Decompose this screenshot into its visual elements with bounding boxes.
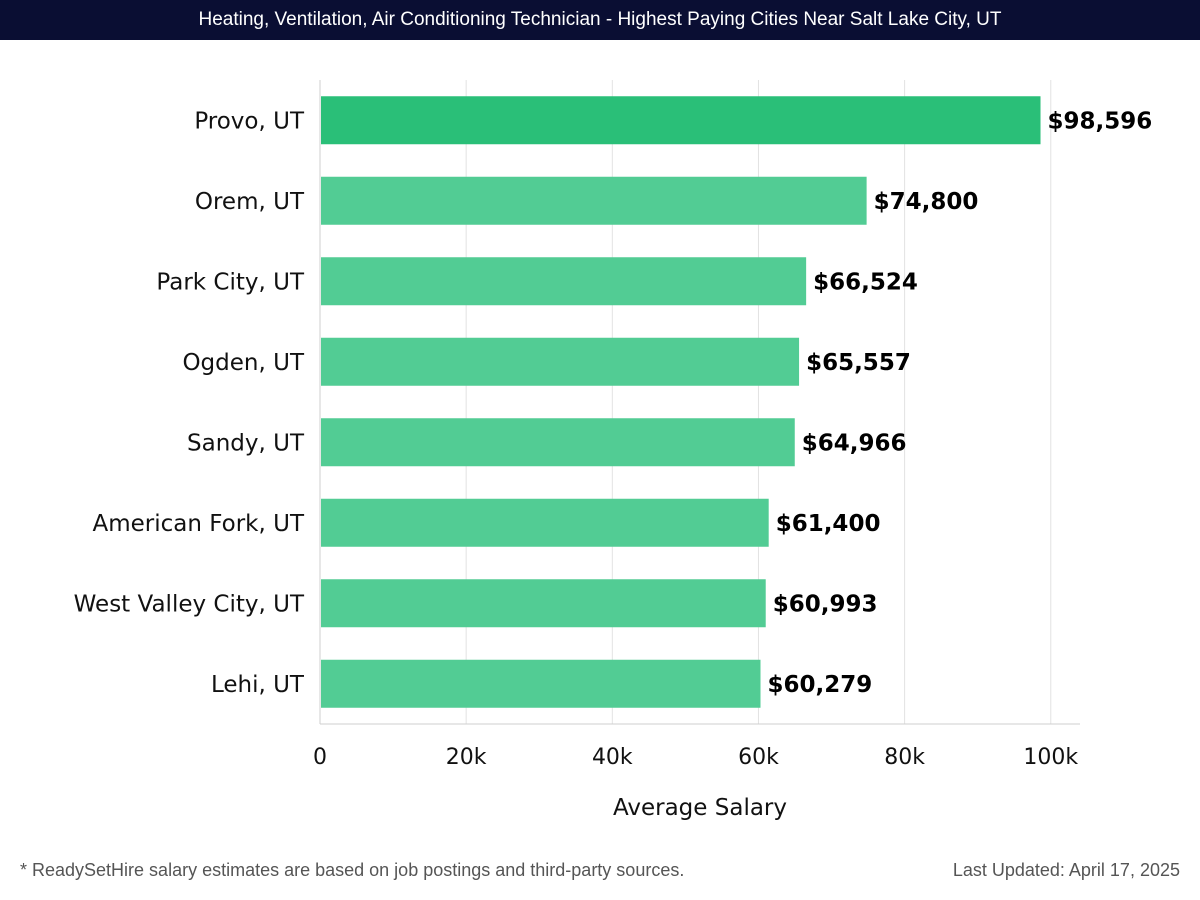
category-label-1: Orem, UT: [195, 189, 305, 215]
footnote: * ReadySetHire salary estimates are base…: [20, 860, 685, 880]
value-label-6: $60,993: [773, 591, 878, 617]
value-label-2: $66,524: [813, 269, 918, 295]
x-tick-label-2: 40k: [592, 745, 633, 770]
bar-6: [321, 579, 766, 628]
category-label-3: Ogden, UT: [182, 350, 304, 376]
bar-1: [321, 176, 867, 225]
value-label-3: $65,557: [806, 350, 911, 376]
bar-3: [321, 337, 800, 386]
x-tick-label-1: 20k: [446, 745, 487, 770]
x-axis-title: Average Salary: [613, 795, 787, 821]
x-tick-label-5: 100k: [1023, 745, 1078, 770]
value-label-7: $60,279: [768, 672, 873, 698]
bar-2: [321, 257, 807, 306]
category-label-0: Provo, UT: [194, 108, 305, 134]
bar-7: [321, 659, 761, 708]
category-label-4: Sandy, UT: [187, 430, 305, 456]
chart-title: Heating, Ventilation, Air Conditioning T…: [0, 0, 1200, 40]
x-tick-label-4: 80k: [884, 745, 925, 770]
category-label-2: Park City, UT: [156, 269, 305, 295]
x-tick-label-0: 0: [313, 745, 327, 770]
bar-5: [321, 498, 769, 547]
category-label-7: Lehi, UT: [211, 672, 305, 698]
category-label-6: West Valley City, UT: [74, 591, 305, 617]
value-label-4: $64,966: [802, 430, 907, 456]
value-label-0: $98,596: [1048, 108, 1153, 134]
value-label-5: $61,400: [776, 511, 881, 537]
value-label-1: $74,800: [874, 189, 979, 215]
x-tick-label-3: 60k: [738, 745, 779, 770]
bar-0: [321, 96, 1041, 145]
bar-4: [321, 418, 795, 467]
last-updated: Last Updated: April 17, 2025: [952, 860, 1180, 880]
category-label-5: American Fork, UT: [92, 511, 304, 537]
